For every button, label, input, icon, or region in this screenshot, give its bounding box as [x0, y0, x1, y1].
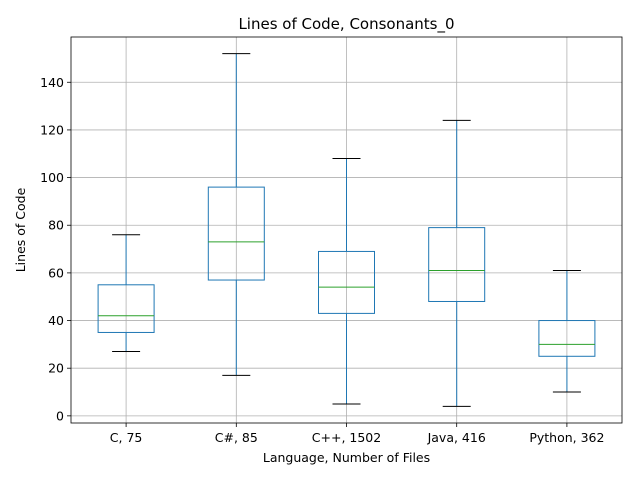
x-tick-label: C++, 1502 [312, 430, 381, 445]
y-tick-label: 40 [48, 313, 64, 328]
x-tick-label: C#, 85 [215, 430, 258, 445]
y-axis-label: Lines of Code [13, 187, 28, 272]
tick-layer: 0 20 40 60 80 100 120 140 C, 75 C#, 85 C++, 1502 Ja… [40, 75, 604, 445]
y-tick-label: 60 [48, 265, 64, 280]
chart-title: Lines of Code, Consonants_0 [238, 15, 454, 34]
box-group [428, 119, 486, 407]
y-tick-label: 120 [40, 122, 64, 137]
x-tick-label: Java, 416 [427, 430, 486, 445]
iqr-box [318, 250, 375, 314]
box-group [97, 234, 155, 353]
y-tick-label: 140 [40, 75, 64, 90]
x-tick-label: C, 75 [110, 430, 143, 445]
y-tick-label: 80 [48, 218, 64, 233]
iqr-box [428, 227, 486, 302]
iqr-box [207, 186, 265, 281]
iqr-box [97, 284, 155, 333]
iqr-box [538, 320, 596, 357]
x-tick-label: Python, 362 [529, 430, 604, 445]
box-group [207, 53, 265, 376]
box-group [538, 270, 596, 393]
x-axis-label: Language, Number of Files [263, 450, 430, 465]
box-group [318, 158, 375, 405]
y-tick-label: 20 [48, 361, 64, 376]
box-layer [97, 53, 596, 407]
y-tick-label: 0 [56, 408, 64, 423]
y-tick-label: 100 [40, 170, 64, 185]
